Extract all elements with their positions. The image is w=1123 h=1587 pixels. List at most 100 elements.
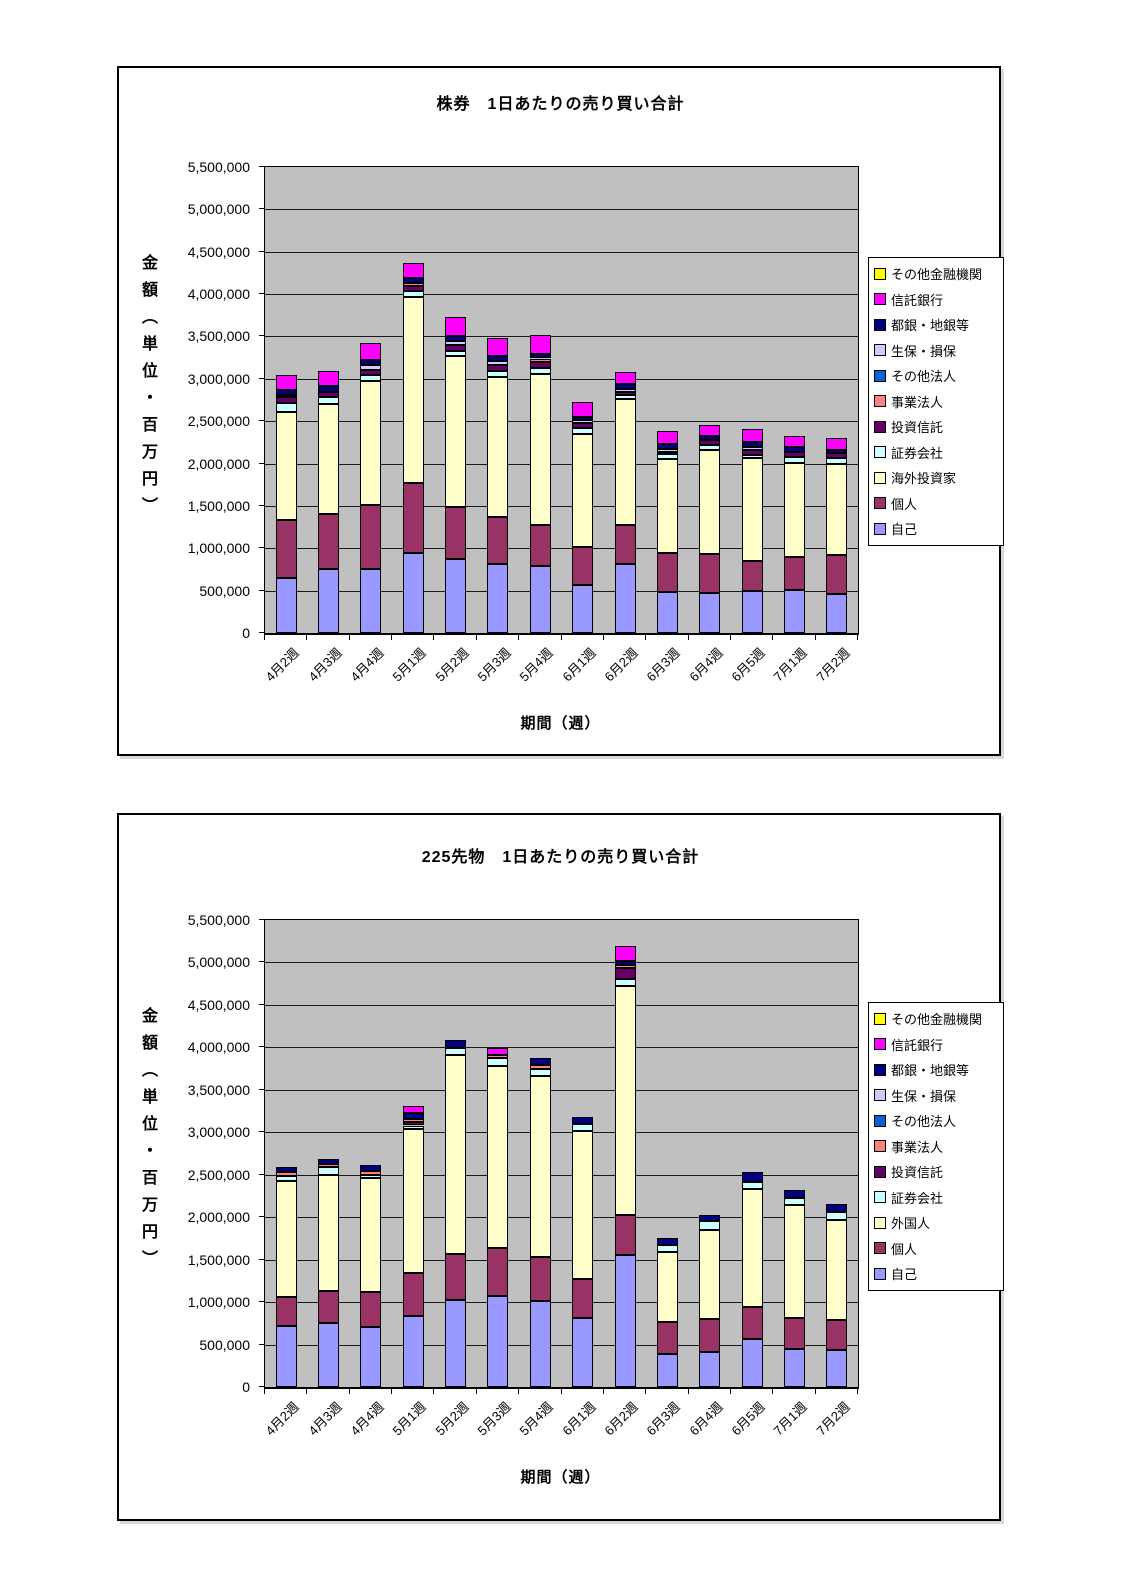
- bar-segment: [614, 399, 636, 526]
- legend-item: その他法人: [874, 1108, 998, 1134]
- bar-segment: [826, 463, 848, 556]
- bar-segment: [572, 546, 594, 585]
- bar-segment: [572, 420, 594, 423]
- bar-segment: [614, 965, 636, 969]
- bar-segment: [402, 1315, 424, 1387]
- bar-segment: [318, 1291, 340, 1324]
- x-tick-mark: [645, 635, 647, 640]
- bar-segment: [275, 1180, 297, 1297]
- y-tick-label: 5,500,000: [187, 159, 250, 175]
- bar-segment: [445, 506, 467, 560]
- bar-segment: [360, 380, 382, 506]
- bar-segment: [699, 1229, 721, 1320]
- x-tick-mark: [687, 1389, 689, 1394]
- bar-segment: [783, 1348, 805, 1387]
- bar-segment: [445, 335, 467, 341]
- bar-segment: [529, 1068, 551, 1077]
- y-tick-label: 3,500,000: [187, 1081, 250, 1098]
- bar-segment: [402, 286, 424, 291]
- x-tick-mark: [306, 1389, 308, 1394]
- bar-segment: [487, 1048, 509, 1056]
- x-tick-mark: [602, 1389, 604, 1394]
- bar-segment: [487, 1058, 509, 1067]
- legend-label: 海外投資家: [891, 471, 957, 487]
- bar-segment: [572, 1279, 594, 1319]
- bar-segment: [360, 343, 382, 361]
- bar-segment: [614, 394, 636, 400]
- bar-segment: [318, 386, 340, 392]
- legend-swatch: [874, 1038, 886, 1051]
- bar-segment: [275, 1325, 297, 1387]
- y-tick-mark: [259, 504, 264, 506]
- gridline: [265, 1047, 858, 1049]
- legend-item: 事業法人: [874, 1134, 998, 1160]
- y-tick-mark: [259, 250, 264, 252]
- x-tick-mark: [772, 1389, 774, 1394]
- bar-segment: [529, 1076, 551, 1258]
- bar-stack: [656, 167, 678, 633]
- bar-segment: [572, 584, 594, 633]
- legend-swatch: [874, 1216, 886, 1229]
- legend-item: 個人: [874, 1236, 998, 1262]
- x-axis-title: 期間（週）: [520, 715, 601, 732]
- bar-segment: [783, 589, 805, 633]
- bar-segment: [318, 514, 340, 569]
- bar-segment: [741, 1189, 763, 1308]
- bar-segment: [360, 1291, 382, 1327]
- bar-segment: [445, 350, 467, 356]
- legend: その他金融機関 信託銀行 都銀・地銀等 生保・損保 その他法人 事業法人 投資信託 証券会社海…: [868, 257, 1004, 546]
- y-tick-mark: [259, 208, 264, 210]
- bar-segment: [318, 397, 340, 405]
- bar-segment: [699, 450, 721, 555]
- legend: その他金融機関 信託銀行 都銀・地銀等 生保・損保 その他法人 事業法人 投資信託 証券会社外…: [868, 1002, 1004, 1291]
- bar-stack: [572, 167, 594, 633]
- legend-swatch: [874, 1140, 886, 1153]
- legend-swatch: [874, 497, 886, 510]
- gridline: [265, 378, 858, 380]
- bar-segment: [529, 1301, 551, 1387]
- bar-stack: [614, 167, 636, 633]
- legend-label: 都銀・地銀等: [891, 318, 970, 334]
- y-tick-mark: [259, 1046, 264, 1048]
- legend-swatch: [874, 293, 886, 306]
- bar-segment: [529, 358, 551, 362]
- y-tick-mark: [259, 1003, 264, 1005]
- bar-stack: [402, 920, 424, 1387]
- bar-segment: [275, 374, 297, 390]
- legend-item: 外国人: [874, 1210, 998, 1236]
- bar-segment: [402, 1128, 424, 1274]
- bar-segment: [741, 1338, 763, 1387]
- bar-segment: [445, 340, 467, 345]
- legend-swatch: [874, 1191, 886, 1204]
- x-axis-title: 期間（週）: [520, 1469, 601, 1486]
- bar-segment: [360, 375, 382, 381]
- y-tick-label: 1,000,000: [187, 540, 250, 557]
- legend-swatch: [874, 446, 886, 459]
- gridline: [265, 548, 858, 550]
- legend-label: 生保・損保: [891, 343, 957, 359]
- legend-label: 事業法人: [891, 394, 944, 410]
- x-tick-mark: [391, 1389, 393, 1394]
- bar-segment: [318, 404, 340, 515]
- bar-segment: [402, 290, 424, 297]
- legend-label: 証券会社: [891, 445, 944, 461]
- bar-segment: [487, 1055, 509, 1059]
- legend-item: 投資信託: [874, 414, 998, 440]
- bar-stack: [360, 167, 382, 633]
- bar-segment: [275, 1167, 297, 1173]
- bar-stack: [741, 920, 763, 1387]
- bar-stack: [318, 167, 340, 633]
- bar-stack: [826, 920, 848, 1387]
- legend-item: その他金融機関: [874, 261, 998, 287]
- bar-segment: [656, 1353, 678, 1387]
- y-tick-label: 3,000,000: [187, 1124, 250, 1141]
- gridline: [265, 421, 858, 423]
- y-tick-mark: [259, 547, 264, 549]
- y-tick-label: 5,000,000: [187, 201, 250, 218]
- bar-segment: [783, 451, 805, 457]
- bar-segment: [445, 1300, 467, 1387]
- bar-stack: [402, 167, 424, 633]
- bar-segment: [529, 1257, 551, 1302]
- bar-segment: [826, 555, 848, 595]
- bar-segment: [487, 365, 509, 372]
